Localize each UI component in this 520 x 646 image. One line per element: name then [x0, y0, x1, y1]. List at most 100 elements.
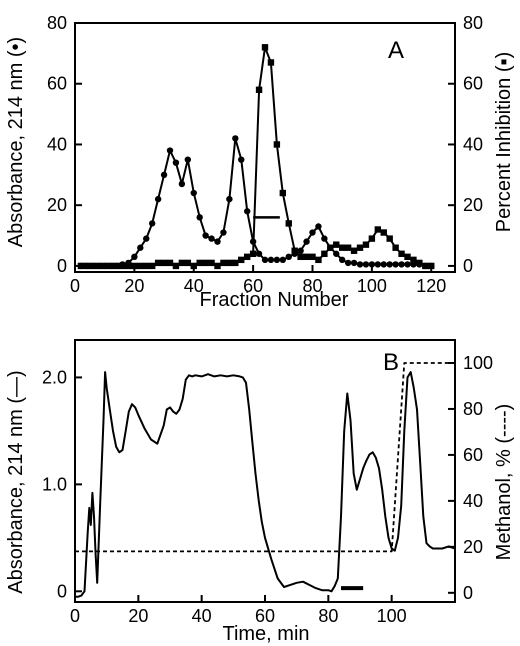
panel-a-x-tick-label: 120	[416, 276, 446, 296]
panel-a-square-point	[428, 262, 435, 270]
panel-a-square-point	[327, 244, 334, 251]
panel-a-square-point	[356, 244, 364, 251]
panel-a-square-point	[238, 256, 245, 264]
panel-a-circle-point	[190, 189, 197, 197]
panel-a-square-point	[243, 253, 251, 261]
panel-b-y-label: Absorbance, 214 nm (—)	[5, 370, 27, 593]
panel-a-square-point	[273, 141, 281, 148]
panel-a-square-point	[285, 220, 292, 227]
panel-a-circle-point	[285, 253, 292, 261]
panel-a-x-label: Fraction Number	[200, 289, 349, 311]
panel-a-square-point	[125, 262, 132, 270]
panel-a-y-tick-label: 60	[47, 74, 67, 94]
panel-a-square-point	[321, 250, 328, 257]
panel-a-circle-point	[232, 135, 239, 142]
panel-a-square-point	[279, 189, 287, 197]
panel-a-circle-point	[344, 259, 352, 267]
panel-a-circle-point	[338, 256, 346, 264]
panel-a-circle-point	[362, 261, 370, 268]
panel-a-circle-point	[184, 156, 192, 163]
panel-a-x-tick-label: 20	[124, 276, 144, 296]
panel-a-square-point	[255, 86, 263, 94]
panel-a-square-point	[315, 256, 322, 264]
panel-a-circle-point	[243, 208, 251, 215]
panel-a-square-point	[131, 262, 138, 270]
panel-b-y-tick-label: 0	[57, 581, 67, 601]
panel-a-circle-point	[279, 256, 287, 264]
panel-a-circle-point	[356, 261, 364, 268]
panel-a-square-point	[303, 253, 310, 261]
panel-a-square-point	[380, 229, 387, 236]
panel-a-square-point	[77, 262, 85, 270]
panel-a-square-point	[172, 262, 180, 270]
panel-b-y2-tick-label: 60	[463, 445, 483, 465]
panel-a-square-point	[190, 262, 197, 270]
panel-a-square-point	[101, 262, 108, 270]
panel-a-circle-point	[178, 180, 186, 188]
panel-a-square-point	[267, 59, 275, 66]
panel-a-square-point	[143, 262, 150, 270]
panel-a-circle-point	[143, 235, 150, 242]
panel-b-x-tick-label: 0	[70, 606, 80, 626]
panel-a-circle-point	[154, 195, 162, 203]
panel-a-circle-point	[273, 256, 281, 264]
panel-b-plot-frame	[74, 339, 456, 603]
panel-b-letter: B	[383, 349, 399, 376]
panel-a-circle-point	[137, 244, 144, 251]
panel-a-x-tick-label: 40	[184, 276, 204, 296]
panel-a-circle-point	[172, 159, 180, 166]
panel-a-circle-point	[303, 238, 310, 245]
panel-a-circle-point	[380, 261, 387, 268]
panel-a-circle-point	[368, 261, 376, 268]
panel-a-square-point	[249, 250, 257, 257]
panel-b-y2-tick-label: 20	[463, 537, 483, 557]
panel-a-square-point	[208, 259, 215, 267]
panel-a-square-point	[220, 259, 227, 267]
panel-b-y2-tick-label: 40	[463, 491, 483, 511]
panel-a-circle-point	[202, 232, 209, 239]
panel-a-circle-point	[148, 220, 156, 227]
panel-b-x-tick-label: 80	[318, 606, 338, 626]
panel-b-x-label: Time, min	[222, 623, 309, 645]
panel-a-letter: A	[388, 37, 404, 64]
panel-a-square-point	[392, 244, 399, 251]
panel-a-circle-point	[261, 256, 269, 264]
panel-a-circle-point	[196, 214, 203, 221]
panel-a-y2-tick-label: 40	[463, 134, 483, 154]
panel-a-y2-tick-label: 80	[463, 13, 483, 33]
panel-a-square-point	[154, 259, 162, 267]
panel-a-y2-tick-label: 0	[463, 256, 473, 276]
panel-a-square-point	[422, 262, 429, 270]
panel-a-x-tick-label: 0	[70, 276, 80, 296]
panel-a-circle-point	[386, 261, 393, 268]
panel-b-y-tick-label: 2.0	[42, 367, 67, 387]
panel-a-circle-point	[374, 261, 382, 268]
panel-a-y-tick-label: 40	[47, 134, 67, 154]
panel-b-y2-tick-label: 0	[463, 583, 473, 603]
panel-a-square-point	[137, 262, 144, 270]
panel-b-x-tick-label: 20	[128, 606, 148, 626]
panel-a-x-tick-label: 60	[243, 276, 263, 296]
panel-a-y-tick-label: 80	[47, 13, 67, 33]
panel-a-x-tick-label: 80	[302, 276, 322, 296]
panel-b-y-tick-label: 1.0	[42, 474, 67, 494]
panel-a-circle-point	[309, 229, 316, 236]
panel-b-series-dashed-line	[75, 362, 455, 553]
panel-a-square-point	[184, 259, 192, 267]
panel-a-circle-point	[166, 147, 174, 154]
panel-a-square-point	[202, 259, 209, 267]
panel-a-square-point	[374, 226, 382, 233]
panel-a-square-point	[333, 241, 340, 248]
panel-a-y2-tick-label: 20	[463, 195, 483, 215]
panel-a-square-point	[297, 253, 304, 261]
panel-a-square-point	[232, 259, 239, 267]
panel-a-circle-point	[238, 156, 245, 163]
panel-a-square-point	[113, 262, 120, 270]
panel-a-circle-point	[220, 229, 227, 236]
panel-a-square-point	[166, 259, 174, 267]
panel-a-square-point	[350, 247, 358, 254]
panel-a-circle-point	[208, 235, 215, 242]
panel-a-square-point	[226, 259, 233, 267]
panel-a-square-point	[416, 259, 423, 267]
